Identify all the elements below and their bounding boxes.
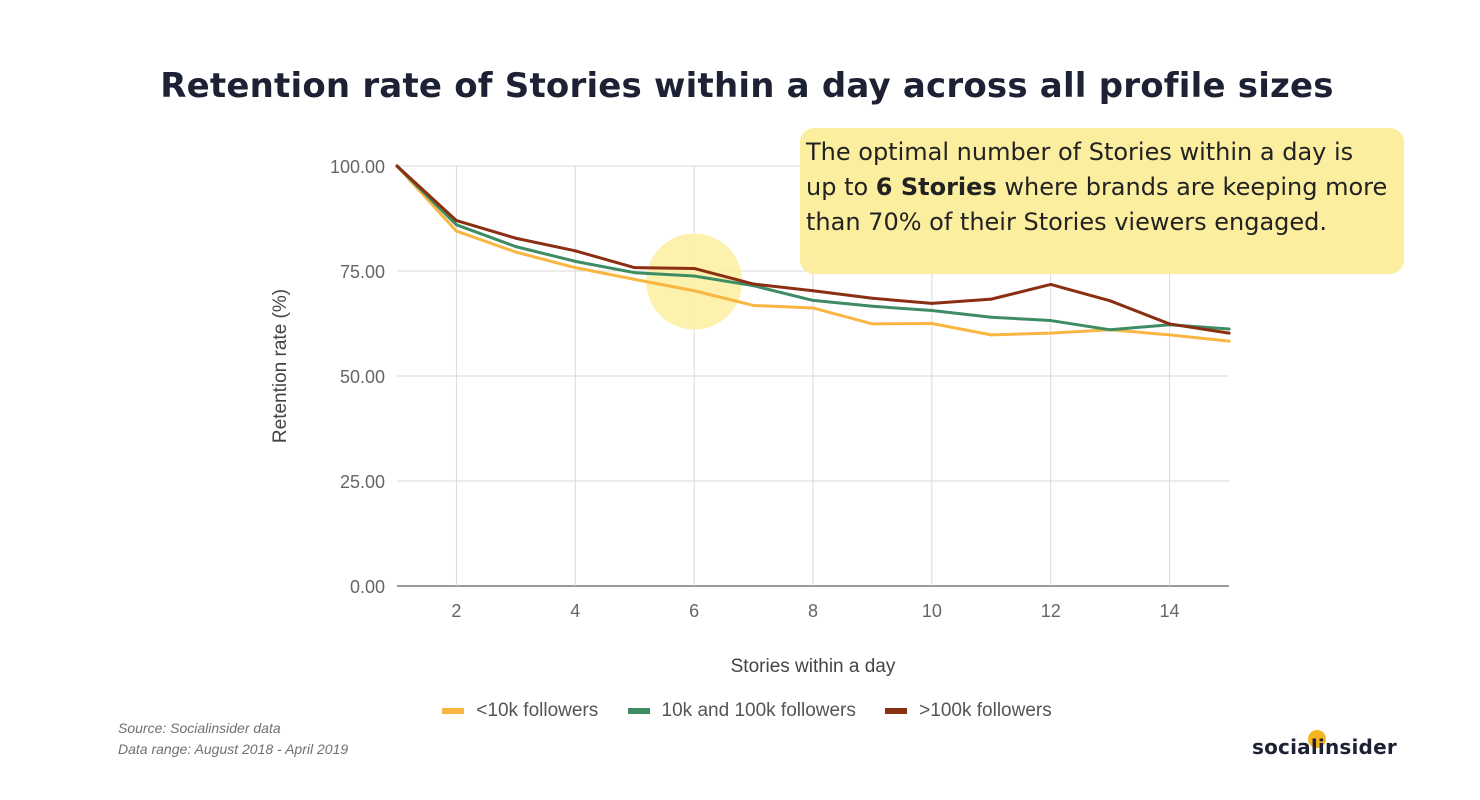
data-point [514, 250, 518, 254]
legend-item-small[interactable]: <10k followers [442, 700, 598, 722]
legend-label-medium: 10k and 100k followers [661, 700, 856, 721]
data-point [930, 322, 934, 325]
x-tick-label: 10 [922, 601, 942, 621]
source-note: Source: Socialinsider data Data range: A… [118, 718, 348, 760]
x-tick-label: 6 [689, 601, 699, 621]
y-tick-label: 0.00 [350, 577, 385, 597]
data-point [930, 308, 934, 312]
x-tick-label: 12 [1041, 601, 1061, 621]
data-point [454, 229, 458, 233]
data-point [573, 249, 577, 253]
data-point [514, 245, 518, 249]
data-point [1049, 319, 1053, 323]
x-tick-label: 8 [808, 601, 818, 621]
highlight-circle [646, 233, 743, 330]
x-tick-label: 14 [1160, 601, 1180, 621]
legend-item-large[interactable]: >100k followers [885, 700, 1052, 722]
source-line: Source: Socialinsider data [118, 720, 281, 736]
data-point [454, 223, 458, 227]
annotation-callout: The optimal number of Stories within a d… [800, 128, 1404, 274]
y-tick-label: 50.00 [340, 367, 385, 387]
data-point [811, 298, 815, 302]
legend-label-small: <10k followers [476, 700, 599, 721]
data-point [395, 164, 399, 168]
x-tick-label: 4 [570, 601, 580, 621]
x-axis-label: Stories within a day [731, 656, 896, 677]
data-point [1108, 299, 1112, 303]
data-point [870, 304, 874, 308]
legend-swatch-large [885, 708, 908, 714]
data-point [454, 219, 458, 223]
legend-label-large: >100k followers [919, 700, 1052, 721]
legend-swatch-medium [627, 708, 650, 714]
data-point [1049, 331, 1053, 335]
legend-item-medium[interactable]: 10k and 100k followers [627, 700, 856, 722]
annotation-text: The optimal number of Stories within a d… [806, 138, 1354, 201]
legend-swatch-small [442, 708, 465, 714]
data-point [1168, 333, 1172, 337]
data-point [870, 322, 874, 326]
data-point [1227, 327, 1231, 331]
data-point [692, 289, 696, 293]
data-point [1108, 328, 1112, 332]
data-point [811, 306, 815, 310]
data-point [1227, 331, 1231, 335]
data-point [1227, 339, 1231, 343]
annotation-bold-text: 6 Stories [875, 173, 997, 201]
legend: <10k followers 10k and 100k followers >1… [0, 700, 1480, 722]
data-point [692, 266, 696, 270]
data-point [692, 274, 696, 278]
socialinsider-logo[interactable]: socialinsider [1252, 735, 1397, 759]
data-point [573, 259, 577, 263]
y-tick-label: 100.00 [330, 157, 385, 177]
data-point [1168, 322, 1172, 326]
data-point [752, 303, 756, 307]
data-point [514, 236, 518, 240]
data-point [989, 297, 993, 301]
data-point [989, 315, 993, 319]
chart-title: Retention rate of Stories within a day a… [160, 66, 1334, 106]
data-point [752, 282, 756, 286]
data-point [870, 296, 874, 300]
y-tick-label: 25.00 [340, 472, 385, 492]
data-point [989, 333, 993, 337]
data-point [1049, 282, 1053, 286]
data-point [811, 289, 815, 293]
data-point [930, 301, 934, 305]
data-range-line: Data range: August 2018 - April 2019 [118, 741, 349, 757]
data-point [633, 277, 637, 281]
y-axis-label: Retention rate (%) [270, 289, 291, 443]
data-point [633, 271, 637, 275]
y-tick-label: 75.00 [340, 262, 385, 282]
logo-dot-icon [1308, 730, 1326, 748]
data-point [573, 266, 577, 270]
annotation-text-end: where brands are keeping more than 70% o… [806, 173, 1388, 236]
data-point [633, 266, 637, 270]
x-tick-label: 2 [451, 601, 461, 621]
